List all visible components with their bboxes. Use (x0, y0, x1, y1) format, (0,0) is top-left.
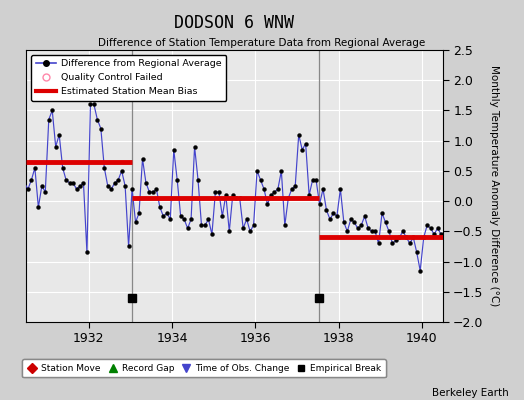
Text: Berkeley Earth: Berkeley Earth (432, 388, 508, 398)
Title: DODSON 6 WNW: DODSON 6 WNW (174, 14, 294, 32)
Legend: Station Move, Record Gap, Time of Obs. Change, Empirical Break: Station Move, Record Gap, Time of Obs. C… (23, 359, 386, 377)
Y-axis label: Monthly Temperature Anomaly Difference (°C): Monthly Temperature Anomaly Difference (… (489, 65, 499, 307)
Text: Difference of Station Temperature Data from Regional Average: Difference of Station Temperature Data f… (99, 38, 425, 48)
